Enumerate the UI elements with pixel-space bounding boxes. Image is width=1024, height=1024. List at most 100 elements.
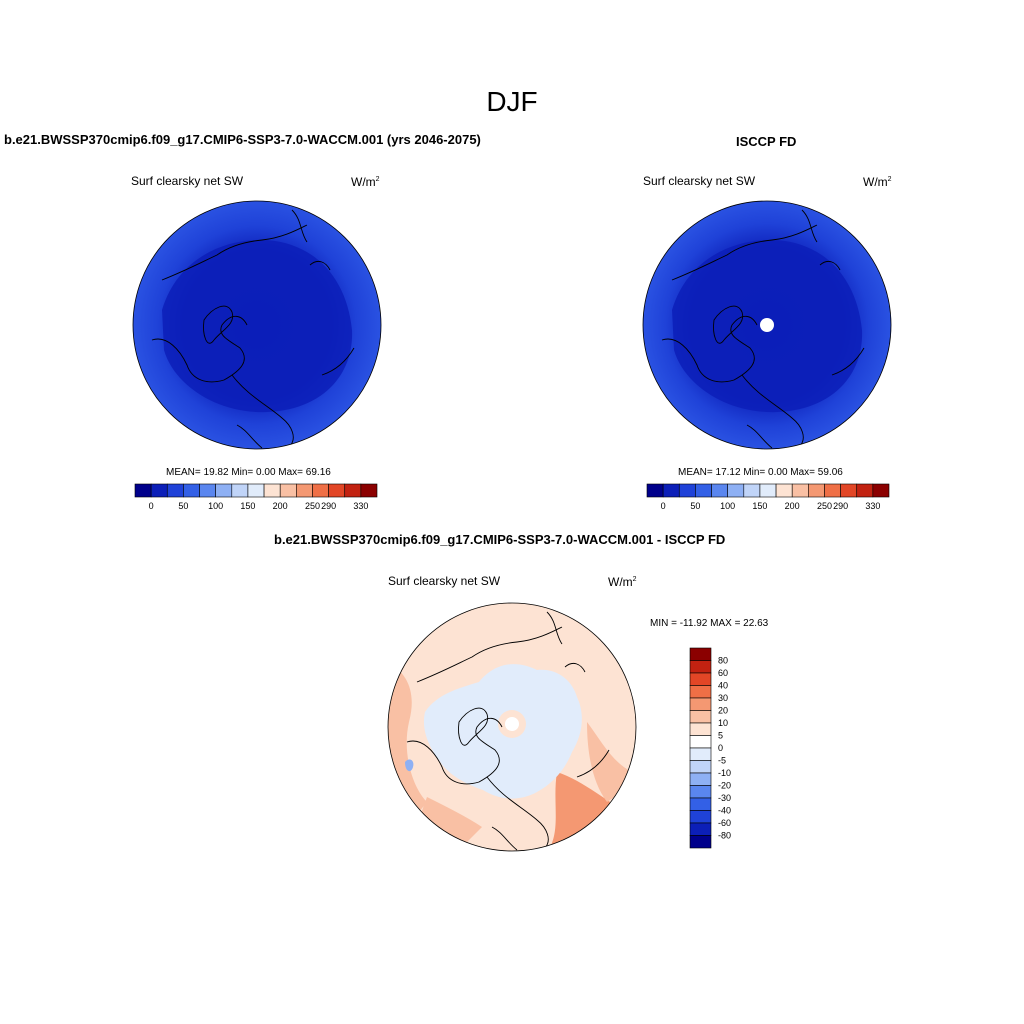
obs-colorbar-box xyxy=(808,483,825,498)
diff-colorbar-tick-label: 10 xyxy=(718,718,728,728)
model-panel-title: b.e21.BWSSP370cmip6.f09_g17.CMIP6-SSP3-7… xyxy=(4,132,481,147)
obs-stats: MEAN= 17.12 Min= 0.00 Max= 59.06 xyxy=(678,467,843,478)
obs-colorbar-box xyxy=(775,483,793,498)
obs-colorbar-tick-label: 150 xyxy=(752,501,767,511)
obs-colorbar-tick-label: 250 xyxy=(817,501,832,511)
diff-colorbar-tick-label: -40 xyxy=(718,806,731,816)
diff-panel-title: b.e21.BWSSP370cmip6.f09_g17.CMIP6-SSP3-7… xyxy=(274,532,726,547)
model-colorbar-box xyxy=(328,483,346,498)
model-colorbar-box xyxy=(263,483,281,498)
diff-colorbar-labels: 80 60 40 30 20 10 5 0 -5 -10 -20 -30 -40 -60 -80 xyxy=(718,656,731,841)
diff-colorbar-tick-label: -5 xyxy=(718,756,726,766)
diff-coastlines xyxy=(406,611,610,851)
diff-colorbar-tick-label: -10 xyxy=(718,768,731,778)
obs-colorbar-box xyxy=(646,483,664,498)
diff-colorbar-box xyxy=(689,697,712,711)
diff-colorbar-tick-label: 60 xyxy=(718,668,728,678)
model-colorbar-box xyxy=(150,483,168,498)
diff-colorbar-box xyxy=(689,672,712,686)
model-inner-zone xyxy=(162,239,353,413)
diff-colorbar-tick-label: -80 xyxy=(718,831,731,841)
diff-colorbar-box xyxy=(689,772,712,786)
diff-colorbar-boxes xyxy=(689,647,712,849)
model-colorbar-box xyxy=(247,483,265,498)
diff-colorbar-box xyxy=(689,660,712,674)
obs-panel-title: ISCCP FD xyxy=(736,134,797,149)
model-colorbar-tick-label: 50 xyxy=(178,501,188,511)
diff-colorbar-box xyxy=(689,785,712,799)
model-colorbar-tick-label: 200 xyxy=(273,501,288,511)
model-units-label: W/m2 xyxy=(351,175,380,189)
model-colorbar-box xyxy=(312,483,329,498)
diff-colorbar-tick-label: -20 xyxy=(718,781,731,791)
diff-colorbar-box xyxy=(689,647,712,661)
diff-variable-label: Surf clearsky net SW xyxy=(388,574,501,588)
obs-colorbar-box xyxy=(840,483,858,498)
model-colorbar-box xyxy=(183,483,200,498)
model-colorbar: 0 50 100 150 200 250 290 330 xyxy=(134,483,378,511)
diff-colorbar-tick-label: 20 xyxy=(718,706,728,716)
obs-colorbar-box xyxy=(759,483,777,498)
model-colorbar-box xyxy=(344,483,362,498)
model-colorbar-tick-label: 100 xyxy=(208,501,223,511)
model-colorbar-tick-label: 150 xyxy=(240,501,255,511)
obs-colorbar-boxes xyxy=(646,483,890,498)
model-colorbar-tick-label: 290 xyxy=(321,501,336,511)
obs-colorbar-box xyxy=(872,483,890,498)
obs-colorbar-tick-label: 0 xyxy=(661,501,666,511)
diff-colorbar-box xyxy=(689,710,712,724)
model-colorbar-box xyxy=(166,483,184,498)
obs-colorbar-tick-label: 50 xyxy=(690,501,700,511)
model-colorbar-boxes xyxy=(134,483,378,498)
model-variable-label: Surf clearsky net SW xyxy=(131,174,244,188)
obs-colorbar-box xyxy=(743,483,761,498)
obs-colorbar-box xyxy=(678,483,696,498)
model-polar-map xyxy=(132,200,382,450)
diff-colorbar-tick-label: 0 xyxy=(718,743,723,753)
figure-suptitle: DJF xyxy=(486,86,538,117)
diff-missing-pole xyxy=(505,717,519,731)
obs-coastlines xyxy=(661,209,865,449)
diff-colorbar: 80 60 40 30 20 10 5 0 -5 -10 -20 -30 -40 -60 -80 xyxy=(689,647,731,849)
model-colorbar-box xyxy=(296,483,313,498)
model-colorbar-box xyxy=(199,483,216,498)
model-coastlines xyxy=(151,209,355,449)
model-stats: MEAN= 19.82 Min= 0.00 Max= 69.16 xyxy=(166,467,331,478)
diff-colorbar-box xyxy=(689,797,712,811)
obs-colorbar-box xyxy=(727,483,745,498)
model-colorbar-box xyxy=(231,483,249,498)
diff-stats: MIN = -11.92 MAX = 22.63 xyxy=(650,618,769,629)
obs-colorbar-box xyxy=(856,483,874,498)
obs-colorbar-box xyxy=(662,483,680,498)
model-colorbar-box xyxy=(215,483,233,498)
obs-units-label: W/m2 xyxy=(863,175,892,189)
diff-colorbar-box xyxy=(689,722,712,736)
obs-colorbar-tick-label: 290 xyxy=(833,501,848,511)
diff-colorbar-tick-label: -30 xyxy=(718,793,731,803)
obs-colorbar-tick-label: 100 xyxy=(720,501,735,511)
obs-colorbar-box xyxy=(695,483,712,498)
model-colorbar-tick-label: 0 xyxy=(149,501,154,511)
obs-colorbar: 0 50 100 150 200 250 290 330 xyxy=(646,483,890,511)
obs-colorbar-labels: 0 50 100 150 200 250 290 330 xyxy=(661,501,881,511)
diff-colorbar-tick-label: 5 xyxy=(718,731,723,741)
model-colorbar-box xyxy=(134,483,152,498)
model-colorbar-tick-label: 330 xyxy=(353,501,368,511)
diff-colorbar-tick-label: 40 xyxy=(718,681,728,691)
diff-colorbar-box xyxy=(689,747,712,761)
diff-colorbar-box xyxy=(689,822,712,836)
obs-colorbar-box xyxy=(791,483,809,498)
obs-colorbar-box xyxy=(711,483,728,498)
obs-colorbar-tick-label: 200 xyxy=(785,501,800,511)
diff-colorbar-box xyxy=(689,810,712,824)
model-colorbar-labels: 0 50 100 150 200 250 290 330 xyxy=(149,501,369,511)
diff-colorbar-tick-label: -60 xyxy=(718,818,731,828)
diff-colorbar-box xyxy=(689,685,712,699)
diff-colorbar-tick-label: 30 xyxy=(718,693,728,703)
model-colorbar-box xyxy=(360,483,378,498)
obs-colorbar-box xyxy=(824,483,841,498)
diff-colorbar-tick-label: 80 xyxy=(718,656,728,666)
diff-units-label: W/m2 xyxy=(608,575,637,589)
diff-colorbar-box xyxy=(689,760,712,774)
